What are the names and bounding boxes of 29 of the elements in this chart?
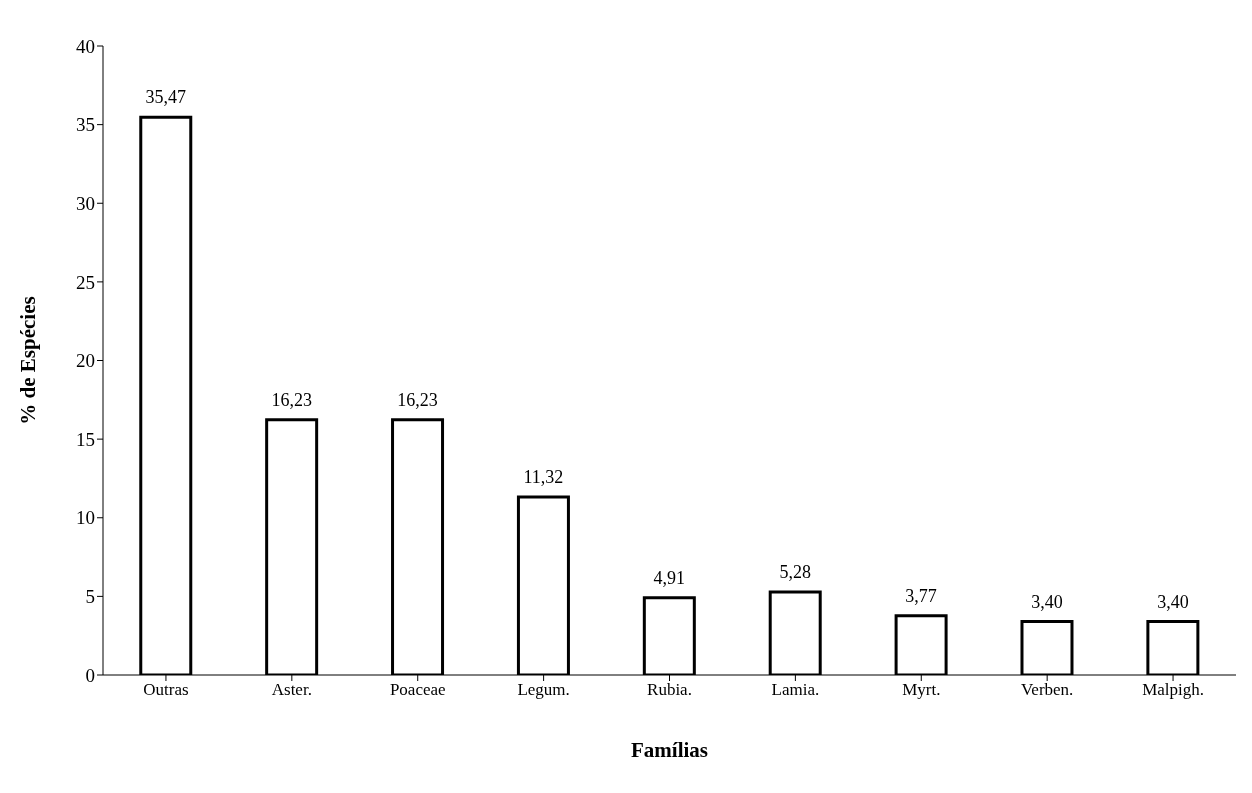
y-tick-label: 30 — [76, 192, 95, 214]
y-tick-label: 35 — [76, 114, 95, 136]
y-tick-label: 25 — [76, 271, 95, 293]
data-label: 3,40 — [1157, 591, 1189, 612]
x-tick-label: Rubia. — [647, 680, 692, 700]
y-axis-title: % de Espécies — [16, 296, 41, 425]
data-label: 3,77 — [905, 585, 937, 606]
y-tick-label: 5 — [85, 586, 95, 608]
x-tick-label: Outras — [143, 680, 189, 700]
x-axis-title: Famílias — [631, 738, 708, 762]
x-tick-label: Verben. — [1020, 680, 1074, 700]
data-label: 16,23 — [397, 389, 438, 410]
x-tick-label: Legum. — [517, 680, 570, 700]
data-label: 5,28 — [779, 561, 811, 582]
x-tick-label: Poaceae — [389, 680, 446, 700]
x-tick-label: Lamia. — [771, 680, 820, 700]
y-tick-label: 15 — [76, 428, 95, 450]
data-label: 35,47 — [145, 87, 187, 108]
y-tick-label: 0 — [85, 664, 95, 686]
x-tick-label: Aster. — [271, 680, 312, 700]
data-label: 3,40 — [1031, 591, 1063, 612]
x-tick-label: Malpigh. — [1142, 680, 1204, 700]
data-label: 4,91 — [653, 567, 686, 588]
data-label: 11,32 — [523, 466, 564, 487]
y-tick-label: 40 — [76, 35, 95, 57]
y-tick-label: 20 — [76, 350, 95, 372]
data-label: 16,23 — [271, 389, 312, 410]
x-tick-label: Myrt. — [902, 680, 941, 700]
y-tick-label: 10 — [76, 507, 95, 529]
